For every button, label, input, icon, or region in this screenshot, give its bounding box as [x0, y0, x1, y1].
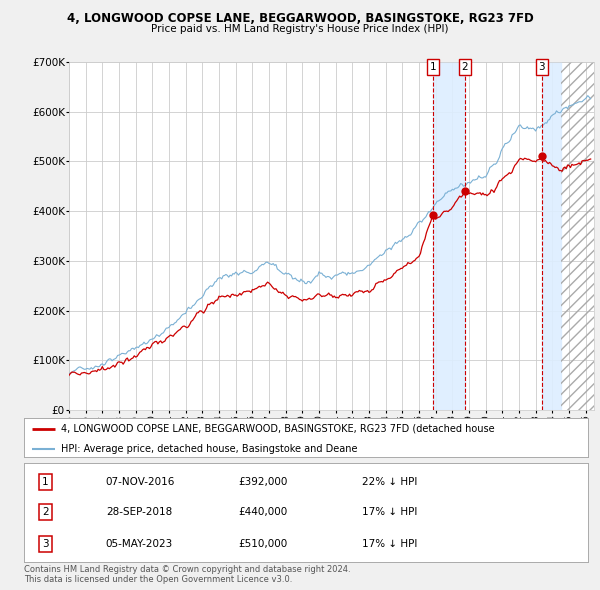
Text: 3: 3	[539, 62, 545, 72]
Text: Contains HM Land Registry data © Crown copyright and database right 2024.: Contains HM Land Registry data © Crown c…	[24, 565, 350, 573]
Text: Price paid vs. HM Land Registry's House Price Index (HPI): Price paid vs. HM Land Registry's House …	[151, 24, 449, 34]
Text: HPI: Average price, detached house, Basingstoke and Deane: HPI: Average price, detached house, Basi…	[61, 444, 357, 454]
Text: 4, LONGWOOD COPSE LANE, BEGGARWOOD, BASINGSTOKE, RG23 7FD: 4, LONGWOOD COPSE LANE, BEGGARWOOD, BASI…	[67, 12, 533, 25]
Text: 17% ↓ HPI: 17% ↓ HPI	[362, 539, 418, 549]
Text: £392,000: £392,000	[238, 477, 287, 487]
Text: 1: 1	[42, 477, 49, 487]
Text: £440,000: £440,000	[238, 507, 287, 517]
Text: 17% ↓ HPI: 17% ↓ HPI	[362, 507, 418, 517]
Bar	[542, 62, 560, 410]
Text: 28-SEP-2018: 28-SEP-2018	[106, 507, 172, 517]
Text: This data is licensed under the Open Government Licence v3.0.: This data is licensed under the Open Gov…	[24, 575, 292, 584]
Text: 2: 2	[42, 507, 49, 517]
Text: 3: 3	[42, 539, 49, 549]
Text: 05-MAY-2023: 05-MAY-2023	[106, 539, 173, 549]
Text: 1: 1	[430, 62, 436, 72]
Text: £510,000: £510,000	[238, 539, 287, 549]
Text: 22% ↓ HPI: 22% ↓ HPI	[362, 477, 418, 487]
Bar	[560, 62, 594, 410]
Text: 07-NOV-2016: 07-NOV-2016	[106, 477, 175, 487]
Bar	[433, 62, 465, 410]
Text: 4, LONGWOOD COPSE LANE, BEGGARWOOD, BASINGSTOKE, RG23 7FD (detached house: 4, LONGWOOD COPSE LANE, BEGGARWOOD, BASI…	[61, 424, 494, 434]
Text: 2: 2	[461, 62, 468, 72]
